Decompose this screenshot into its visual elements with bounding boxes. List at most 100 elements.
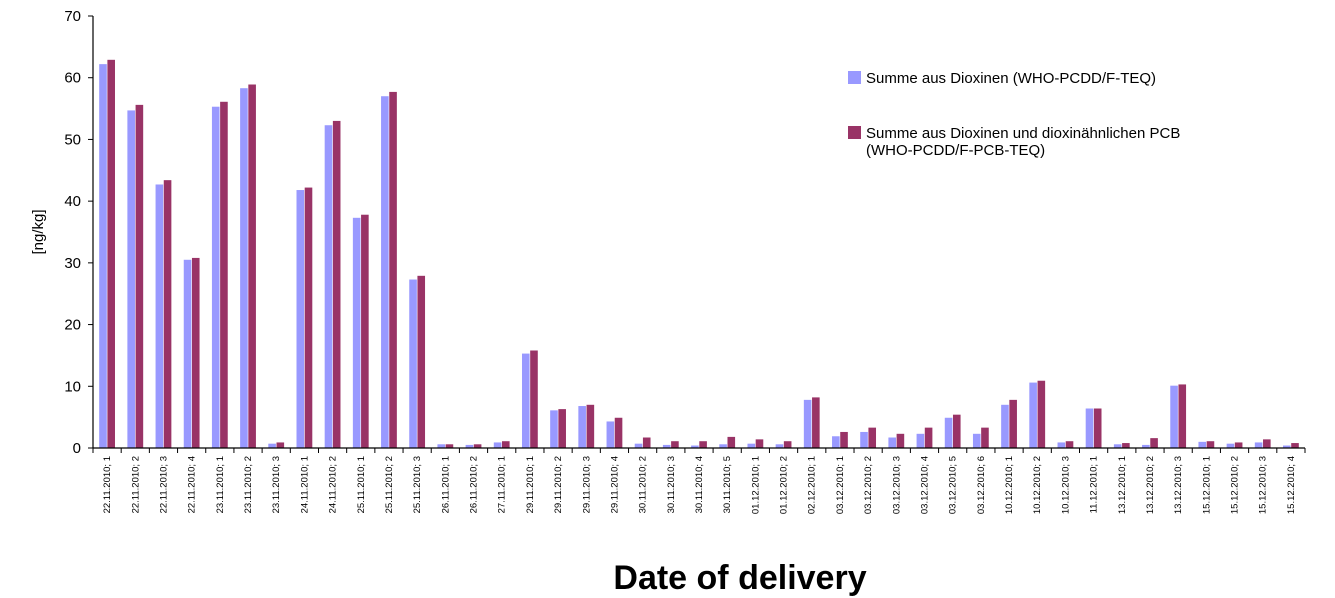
bar-teq — [381, 96, 389, 448]
x-category-label: 01.12.2010; 2 — [779, 456, 790, 514]
bar-teq — [409, 279, 417, 448]
bar-pcb-teq — [671, 441, 679, 448]
bar-teq — [324, 125, 333, 448]
y-tick-label: 60 — [64, 70, 81, 87]
bar-pcb-teq — [304, 187, 313, 448]
x-category-label: 10.12.2010; 3 — [1060, 456, 1071, 514]
bar-teq — [183, 259, 192, 448]
x-category-label: 24.11.2010; 2 — [328, 456, 339, 513]
bar-teq — [972, 433, 981, 448]
bar-pcb-teq — [1291, 443, 1299, 448]
x-category-label: 22.11.2010; 1 — [102, 456, 113, 513]
bar-pcb-teq — [614, 417, 623, 448]
bar-teq — [578, 406, 586, 448]
bar-pcb-teq — [699, 441, 707, 448]
x-category-label: 23.11.2010; 1 — [215, 456, 226, 513]
bar-teq — [634, 443, 643, 448]
bar-teq — [916, 433, 925, 448]
bar-teq — [521, 353, 530, 448]
bar-pcb-teq — [642, 437, 651, 448]
x-category-label: 02.12.2010; 1 — [807, 456, 818, 514]
x-category-label: 03.12.2010; 6 — [976, 456, 987, 514]
bar-pcb-teq — [163, 180, 172, 448]
bar-pcb-teq — [558, 409, 566, 448]
x-category-label: 15.12.2010; 2 — [1230, 456, 1241, 514]
bar-pcb-teq — [276, 442, 285, 448]
bar-teq — [1113, 444, 1122, 448]
bar-teq — [662, 444, 671, 448]
x-category-label: 03.12.2010; 5 — [948, 456, 959, 514]
x-category-label: 03.12.2010; 1 — [835, 456, 846, 514]
bar-teq — [1198, 441, 1207, 448]
y-axis-ticks: 0 10 20 30 40 50 60 70 — [64, 8, 93, 457]
legend: Summe aus Dioxinen (WHO-PCDD/F-TEQ) Summe… — [848, 70, 1180, 159]
bar-pcb-teq — [812, 397, 820, 448]
bar-pcb-teq — [107, 59, 115, 449]
bar-teq — [268, 443, 276, 448]
bar-pcb-teq — [501, 441, 510, 448]
bar-teq — [465, 444, 474, 448]
x-category-label: 10.12.2010; 1 — [1004, 456, 1015, 514]
x-category-label: 26.11.2010; 2 — [469, 456, 480, 513]
x-category-label: 25.11.2010; 3 — [412, 456, 423, 513]
bar-teq — [1226, 443, 1235, 448]
x-category-label: 29.11.2010; 4 — [609, 456, 620, 513]
bar-pcb-teq — [473, 444, 482, 448]
x-category-label: 15.12.2010; 1 — [1201, 456, 1212, 514]
bar-teq — [1283, 445, 1291, 448]
bar-pcb-teq — [952, 414, 961, 448]
bar-pcb-teq — [1234, 442, 1243, 448]
bar-teq — [99, 64, 107, 448]
x-category-label: 15.12.2010; 4 — [1286, 456, 1297, 514]
x-category-label: 30.11.2010; 3 — [666, 456, 677, 513]
x-category-label: 22.11.2010; 3 — [158, 456, 169, 513]
x-category-label: 13.12.2010; 3 — [1173, 456, 1184, 514]
y-tick-label: 30 — [64, 255, 81, 272]
y-axis-title: [ng/kg] — [30, 209, 47, 254]
x-category-label: 03.12.2010; 3 — [891, 456, 902, 514]
bar-pcb-teq — [868, 427, 877, 448]
bar-pcb-teq — [755, 439, 764, 448]
bar-pcb-teq — [248, 84, 256, 448]
bar-pcb-teq — [783, 441, 792, 448]
x-category-label: 23.11.2010; 2 — [243, 456, 254, 513]
bar-teq — [747, 443, 756, 448]
bar-teq — [775, 444, 784, 448]
x-category-label: 30.11.2010; 5 — [722, 456, 733, 513]
x-category-label: 25.11.2010; 2 — [384, 456, 395, 513]
bar-pcb-teq — [981, 427, 989, 448]
bar-teq — [240, 88, 248, 448]
x-category-label: 13.12.2010; 2 — [1145, 456, 1156, 514]
bar-pcb-teq — [1150, 438, 1158, 448]
x-category-label: 11.12.2010; 1 — [1089, 456, 1100, 513]
x-category-label: 10.12.2010; 2 — [1032, 456, 1043, 514]
bars — [99, 59, 1299, 449]
bar-pcb-teq — [1009, 399, 1017, 448]
bar-teq — [437, 444, 446, 448]
bar-pcb-teq — [445, 444, 454, 448]
y-tick-label: 0 — [73, 440, 81, 457]
bar-teq — [944, 417, 953, 448]
bar-pcb-teq — [1037, 380, 1046, 448]
bar-teq — [719, 444, 727, 448]
bar-teq — [691, 445, 699, 448]
x-category-label: 25.11.2010; 1 — [356, 456, 367, 513]
y-tick-label: 10 — [64, 378, 81, 395]
bar-pcb-teq — [220, 101, 228, 448]
bar-pcb-teq — [727, 436, 736, 448]
bar-pcb-teq — [417, 275, 426, 448]
x-category-label: 30.11.2010; 4 — [694, 456, 705, 513]
axes — [92, 16, 1306, 453]
legend-swatch-teq — [848, 71, 861, 84]
y-tick-label: 40 — [64, 193, 81, 210]
bar-pcb-teq — [1206, 441, 1215, 448]
bar-teq — [550, 410, 558, 448]
bar-pcb-teq — [191, 257, 200, 448]
x-category-label: 27.11.2010; 1 — [497, 456, 508, 513]
y-tick-label: 20 — [64, 317, 81, 334]
x-category-label: 13.12.2010; 1 — [1117, 456, 1128, 514]
y-tick-label: 50 — [64, 131, 81, 148]
bar-pcb-teq — [332, 120, 341, 449]
bar-teq — [1254, 442, 1263, 448]
